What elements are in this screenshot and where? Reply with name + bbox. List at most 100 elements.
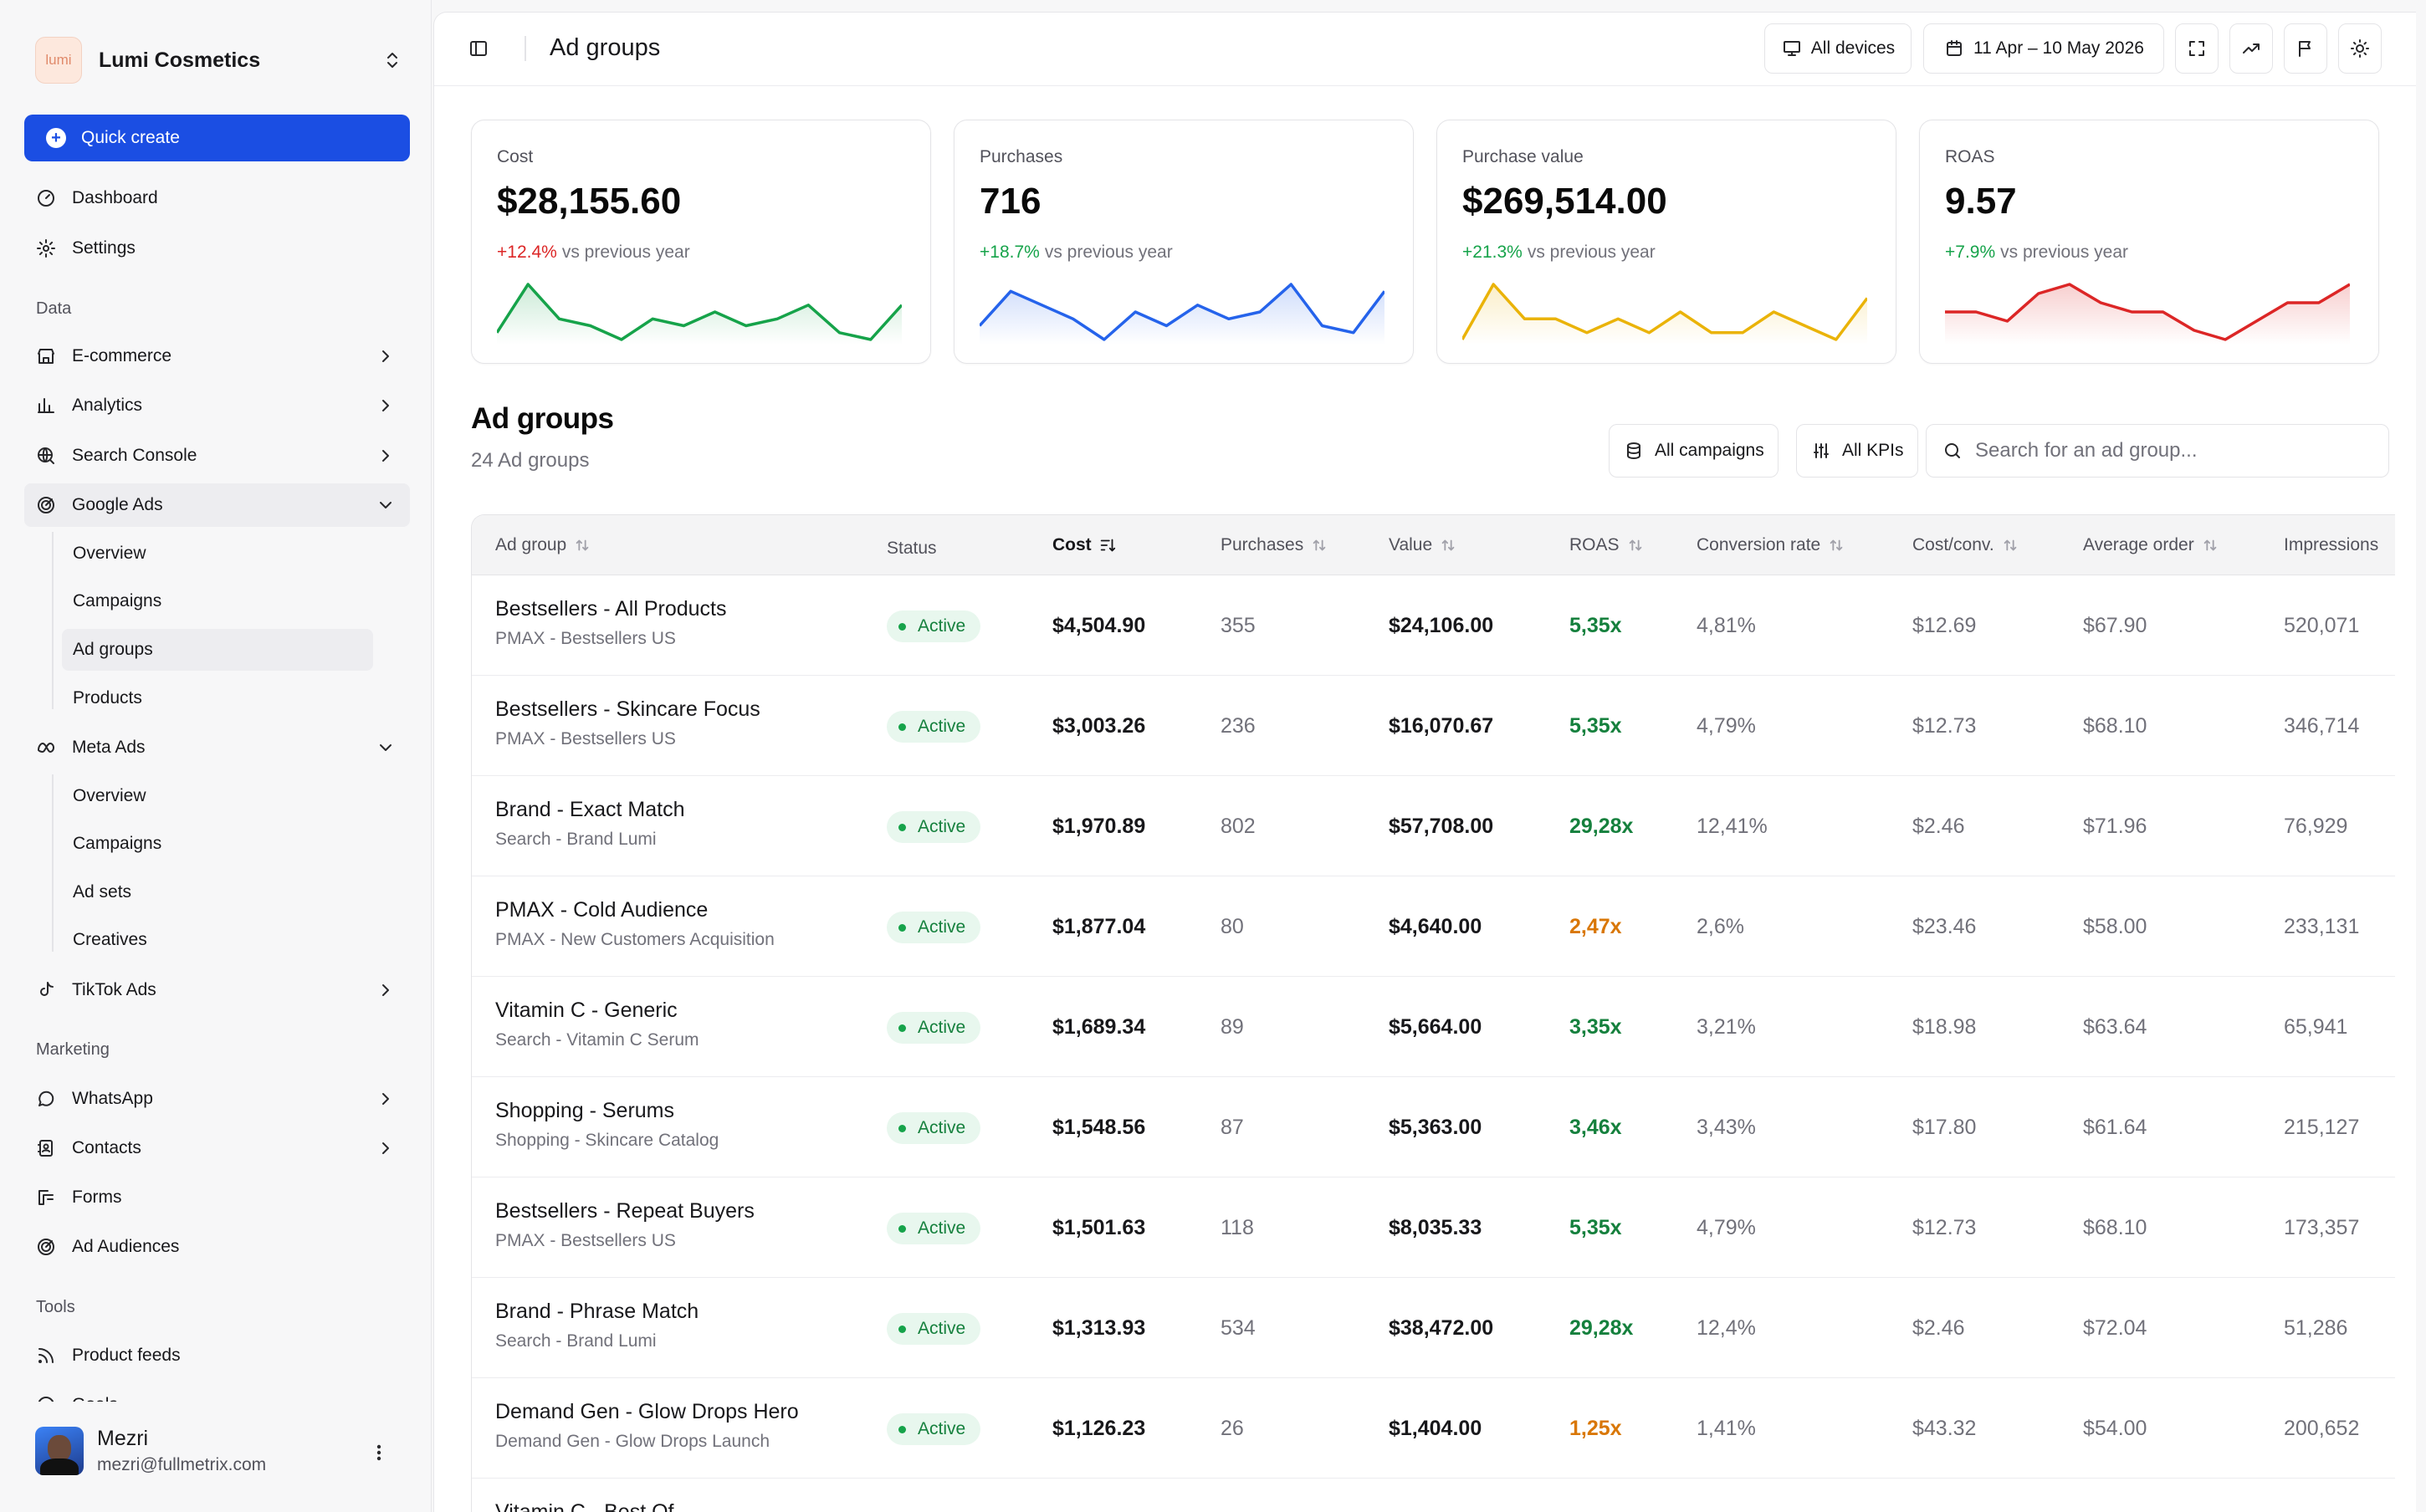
table-row[interactable]: Brand - Phrase Match Search - Brand Lumi $… bbox=[472, 1278, 2395, 1378]
row-cost-per-conv: $43.32 bbox=[1912, 1417, 1977, 1440]
chevron-right-icon bbox=[375, 395, 397, 416]
column-header-roas[interactable]: ROAS bbox=[1569, 535, 1645, 555]
more-vertical-icon[interactable] bbox=[368, 1442, 390, 1463]
sidebar-item-contacts[interactable]: Contacts bbox=[24, 1126, 410, 1170]
status-badge: Active bbox=[887, 1112, 981, 1144]
status-dot-icon bbox=[898, 723, 906, 731]
sidebar-item-label: Dashboard bbox=[72, 188, 158, 207]
status-dot-icon bbox=[898, 1024, 906, 1032]
table-row[interactable]: Bestsellers - Skincare Focus PMAX - Bests… bbox=[472, 676, 2395, 776]
sidebar-item-analytics[interactable]: Analytics bbox=[24, 384, 410, 427]
table-row[interactable]: Demand Gen - Glow Drops Hero Demand Gen -… bbox=[472, 1378, 2395, 1479]
sort-icon bbox=[1439, 536, 1457, 554]
sidebar-subitem-creatives[interactable]: Creatives bbox=[73, 930, 147, 949]
theme-toggle-button[interactable] bbox=[2338, 23, 2382, 74]
row-name[interactable]: Demand Gen - Glow Drops Hero bbox=[495, 1400, 799, 1423]
devices-filter-button[interactable]: All devices bbox=[1764, 23, 1912, 74]
sidebar-item-forms[interactable]: Forms bbox=[24, 1176, 410, 1219]
sidebar-subitem-ad-sets[interactable]: Ad sets bbox=[73, 882, 132, 902]
row-roas: 29,28x bbox=[1569, 815, 1634, 838]
row-cost-per-conv: $23.46 bbox=[1912, 915, 1977, 938]
sidebar-item-tiktok-ads[interactable]: TikTok Ads bbox=[24, 968, 410, 1012]
sidebar-item-label: Analytics bbox=[72, 396, 143, 415]
table-row[interactable]: PMAX - Cold Audience PMAX - New Customers… bbox=[472, 876, 2395, 977]
sidebar-item-dashboard[interactable]: Dashboard bbox=[24, 176, 410, 220]
user-name: Mezri bbox=[97, 1427, 149, 1450]
status-dot-icon bbox=[898, 1425, 906, 1433]
sidebar-subitem-meta-campaigns[interactable]: Campaigns bbox=[73, 834, 162, 853]
row-conversion-rate: 1,41% bbox=[1697, 1417, 1756, 1440]
column-header-conversion-rate[interactable]: Conversion rate bbox=[1697, 535, 1845, 555]
workspace-switcher[interactable]: lumi Lumi Cosmetics bbox=[35, 37, 403, 84]
column-header-ad-group[interactable]: Ad group bbox=[495, 535, 591, 555]
sidebar-subitem-ad-groups[interactable]: Ad groups bbox=[62, 629, 373, 671]
table-row[interactable]: Vitamin C - Best OfActive bbox=[472, 1479, 2395, 1512]
store-icon bbox=[35, 345, 57, 367]
sparkline-area bbox=[1462, 284, 1867, 345]
table-row[interactable]: Brand - Exact Match Search - Brand Lumi $1… bbox=[472, 776, 2395, 876]
row-purchases: 534 bbox=[1221, 1316, 1256, 1340]
row-name[interactable]: Bestsellers - Repeat Buyers bbox=[495, 1199, 755, 1223]
column-header-average-order[interactable]: Average order bbox=[2083, 535, 2219, 555]
flag-button[interactable] bbox=[2284, 23, 2327, 74]
sort-icon bbox=[1827, 536, 1845, 554]
table-row[interactable]: Bestsellers - Repeat Buyers PMAX - Bestse… bbox=[472, 1177, 2395, 1278]
status-badge: Active bbox=[887, 1012, 981, 1044]
sidebar-item-settings[interactable]: Settings bbox=[24, 227, 410, 270]
avatar[interactable] bbox=[35, 1427, 84, 1475]
sidebar-item-ecommerce[interactable]: E-commerce bbox=[24, 335, 410, 378]
column-header-value[interactable]: Value bbox=[1389, 535, 1457, 555]
row-cost-per-conv: $12.69 bbox=[1912, 614, 1977, 637]
search-box[interactable] bbox=[1926, 424, 2389, 478]
row-cost: $1,877.04 bbox=[1052, 915, 1146, 938]
row-name[interactable]: Shopping - Serums bbox=[495, 1099, 675, 1122]
sidebar-item-ad-audiences[interactable]: Ad Audiences bbox=[24, 1225, 410, 1269]
sidebar-subitem-campaigns[interactable]: Campaigns bbox=[73, 591, 162, 610]
row-name[interactable]: PMAX - Cold Audience bbox=[495, 898, 709, 922]
search-input[interactable] bbox=[1975, 439, 2368, 462]
column-header-cost[interactable]: Cost bbox=[1052, 535, 1117, 555]
table-row[interactable]: Shopping - Serums Shopping - Skincare Cat… bbox=[472, 1077, 2395, 1177]
date-range-button[interactable]: 11 Apr – 10 May 2026 bbox=[1923, 23, 2164, 74]
kpis-filter-label: All KPIs bbox=[1842, 441, 1904, 460]
page-title: Ad groups bbox=[550, 34, 661, 61]
sidebar-item-product-feeds[interactable]: Product feeds bbox=[24, 1334, 410, 1377]
sidebar-toggle-icon[interactable] bbox=[468, 38, 489, 59]
sidebar-subitem-products[interactable]: Products bbox=[73, 688, 142, 707]
sidebar-item-whatsapp[interactable]: WhatsApp bbox=[24, 1077, 410, 1121]
column-header-purchases[interactable]: Purchases bbox=[1221, 535, 1328, 555]
quick-create-button[interactable]: + Quick create bbox=[24, 115, 410, 161]
gauge-icon bbox=[35, 187, 57, 209]
column-header-cost-per-conv[interactable]: Cost/conv. bbox=[1912, 535, 2019, 555]
globe-search-icon bbox=[35, 445, 57, 467]
sidebar-item-google-ads[interactable]: Google Ads bbox=[24, 483, 410, 527]
forms-icon bbox=[35, 1187, 57, 1208]
row-name[interactable]: Bestsellers - All Products bbox=[495, 597, 727, 621]
row-name[interactable]: Bestsellers - Skincare Focus bbox=[495, 697, 760, 721]
row-average-order: $68.10 bbox=[2083, 714, 2147, 738]
column-header-status: Status bbox=[887, 539, 937, 558]
kpi-delta-suffix: vs previous year bbox=[1044, 243, 1173, 262]
row-purchases: 118 bbox=[1221, 1216, 1254, 1239]
status-label: Active bbox=[918, 1118, 966, 1137]
campaigns-filter-button[interactable]: All campaigns bbox=[1609, 424, 1779, 478]
kpis-filter-button[interactable]: All KPIs bbox=[1796, 424, 1918, 478]
sidebar-item-meta-ads[interactable]: Meta Ads bbox=[24, 726, 410, 769]
column-header-impressions[interactable]: Impressions bbox=[2284, 535, 2379, 554]
row-name[interactable]: Vitamin C - Generic bbox=[495, 999, 678, 1022]
sidebar-item-search-console[interactable]: Search Console bbox=[24, 434, 410, 478]
table-row[interactable]: Bestsellers - All Products PMAX - Bestsel… bbox=[472, 575, 2395, 676]
row-purchases: 87 bbox=[1221, 1116, 1244, 1139]
trend-button[interactable] bbox=[2229, 23, 2273, 74]
table-row[interactable]: Vitamin C - Generic Search - Vitamin C Se… bbox=[472, 977, 2395, 1077]
row-name[interactable]: Brand - Exact Match bbox=[495, 798, 685, 821]
chevron-down-icon bbox=[375, 737, 397, 759]
row-name[interactable]: Brand - Phrase Match bbox=[495, 1300, 699, 1323]
status-label: Active bbox=[918, 817, 966, 836]
sidebar-subitem-meta-overview[interactable]: Overview bbox=[73, 786, 146, 805]
sidebar-subitem-overview[interactable]: Overview bbox=[73, 544, 146, 563]
fullscreen-button[interactable] bbox=[2175, 23, 2219, 74]
row-name[interactable]: Vitamin C - Best Of bbox=[495, 1500, 674, 1512]
submenu-guide-line bbox=[52, 774, 54, 952]
sort-icon bbox=[573, 536, 591, 554]
